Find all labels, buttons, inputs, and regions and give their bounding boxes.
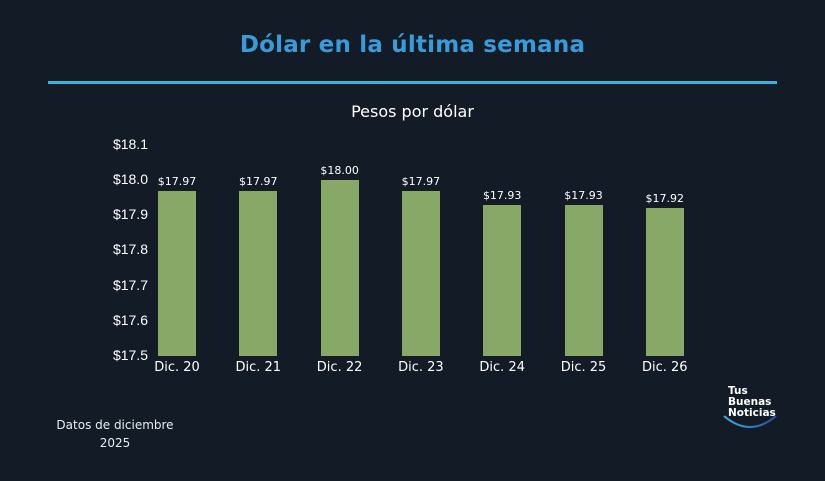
bar-value-label: $17.97 xyxy=(157,174,197,188)
bar-value-label: $17.93 xyxy=(564,188,603,202)
bar xyxy=(320,180,359,356)
y-tick-label: $18.0 xyxy=(112,171,148,187)
bar-value-label: $18.00 xyxy=(320,164,359,177)
y-tick-label: $17.5 xyxy=(112,347,148,363)
logo-smile-arc-icon xyxy=(723,415,777,428)
x-tick-label: Dic. 24 xyxy=(479,360,525,375)
bar-value-label: $17.93 xyxy=(482,188,522,202)
bar-value-label: $17.92 xyxy=(645,192,685,206)
bar-value-label: $17.97 xyxy=(239,174,278,188)
x-tick-label: Dic. 20 xyxy=(154,360,200,375)
bar xyxy=(401,190,440,356)
logo-line-3: Noticias xyxy=(728,407,776,419)
y-tick-label: $17.7 xyxy=(112,276,148,293)
chart-title: Dólar en la última semana xyxy=(239,32,586,58)
bar xyxy=(158,190,196,356)
title-divider xyxy=(48,81,777,84)
x-tick-label: Dic. 22 xyxy=(316,360,363,375)
footnote-line-1: Datos de diciembre xyxy=(56,418,174,432)
bar-value-label: $17.97 xyxy=(401,174,441,188)
bar xyxy=(239,190,278,356)
x-tick-label: Dic. 21 xyxy=(235,360,282,375)
y-tick-label: $18.1 xyxy=(112,135,148,152)
bar xyxy=(645,208,684,356)
y-tick-label: $17.6 xyxy=(112,311,148,328)
brand-logo: Tus Buenas Noticias xyxy=(728,386,776,419)
bar xyxy=(564,204,603,356)
data-source-note: Datos de diciembre 2025 xyxy=(40,416,190,452)
chart-subtitle: Pesos por dólar xyxy=(351,102,474,121)
y-tick-label: $17.8 xyxy=(112,241,148,258)
logo-line-1: Tus xyxy=(728,385,748,397)
x-tick-label: Dic. 23 xyxy=(398,360,444,375)
x-tick-label: Dic. 25 xyxy=(560,360,607,375)
x-tick-label: Dic. 26 xyxy=(642,360,688,375)
y-tick-label: $17.9 xyxy=(112,206,148,223)
bar xyxy=(483,204,522,356)
logo-line-2: Buenas xyxy=(728,396,772,408)
footnote-line-2: 2025 xyxy=(99,436,131,450)
